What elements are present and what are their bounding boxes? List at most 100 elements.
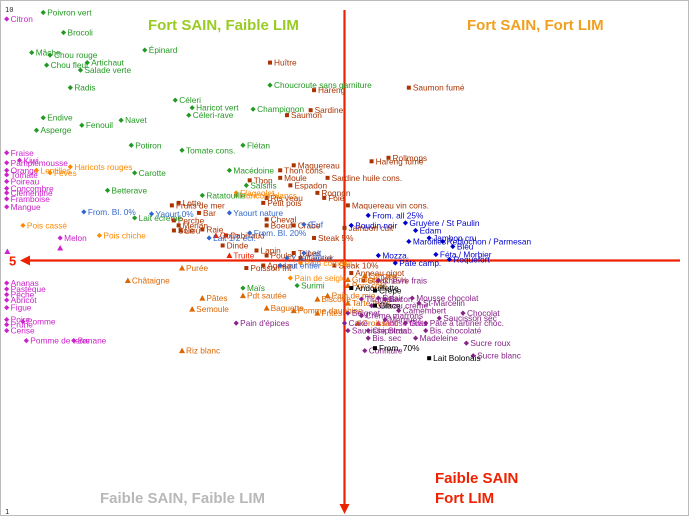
data-point-label: Andouillette (355, 283, 399, 293)
data-point-label: Foie (328, 193, 345, 203)
data-point (446, 256, 453, 263)
data-point-label: Potiron (135, 140, 162, 150)
data-point-label: Lotte (183, 198, 202, 208)
data-point (349, 286, 354, 291)
data-point (396, 308, 402, 314)
data-point (226, 167, 233, 173)
data-point-label: Sardine (315, 105, 344, 115)
data-point (277, 262, 283, 269)
data-point (427, 356, 432, 361)
data-point-label: Salade verte (84, 65, 131, 75)
data-point-label: Cake (349, 318, 369, 328)
data-point-label: Perche (178, 215, 205, 225)
data-point-label: Pois cassé (27, 220, 68, 230)
data-point-label: Framboise (11, 194, 51, 204)
data-point-label: From. Bl. 0% (88, 207, 137, 217)
data-point (179, 265, 186, 271)
data-point-label: Crêpe (379, 286, 402, 296)
data-point-label: Haricot vert (196, 103, 239, 113)
data-point (206, 235, 212, 241)
data-point-label: Mangue (11, 202, 41, 212)
data-point-label: Surimi (301, 281, 325, 291)
data-point (416, 300, 422, 306)
data-point (382, 296, 388, 302)
data-point (450, 243, 456, 250)
data-point-label: Saumon (291, 110, 322, 120)
data-point (4, 167, 10, 173)
data-point (345, 203, 350, 208)
data-point-label: Gâteau crème (376, 301, 429, 311)
data-point (365, 335, 371, 341)
data-point-label: Clémentine (11, 188, 53, 198)
data-point (369, 159, 374, 164)
data-point-label: Asperge (40, 125, 71, 135)
data-point-label: Baguette (271, 303, 305, 313)
data-point-label: Salsifis (250, 180, 276, 190)
data-point-label: Pêche (11, 290, 35, 300)
data-point (247, 178, 252, 183)
data-point (132, 215, 138, 221)
data-point-label: Éclair (382, 293, 403, 303)
data-point (16, 157, 23, 163)
data-point-label: Brocoli (68, 28, 94, 38)
data-point (355, 320, 362, 326)
data-point (315, 190, 320, 195)
vertical-axis-arrow (339, 504, 350, 514)
data-point (67, 164, 73, 170)
data-point (301, 221, 307, 228)
data-point (4, 280, 10, 286)
data-point-label: Steak 5% (318, 233, 354, 243)
data-point-label: Pdt sautée (247, 291, 287, 301)
data-point (412, 227, 419, 234)
data-point (406, 85, 411, 90)
data-point (128, 142, 134, 148)
data-point-label: Riz blanc (186, 346, 220, 356)
data-point-label: Lait entier (284, 261, 321, 271)
data-point (372, 303, 377, 308)
data-point (294, 282, 300, 289)
data-point-label: Chocolat (467, 308, 500, 318)
data-point (4, 150, 10, 156)
data-point-label: Pain complet (304, 258, 353, 268)
data-point-label: Steak 15% (367, 276, 408, 286)
data-point (288, 183, 293, 188)
data-point (4, 304, 10, 311)
data-point (212, 232, 219, 238)
data-point (118, 117, 124, 123)
data-point-label: Gnocchi (352, 275, 383, 285)
data-point (199, 192, 205, 198)
data-point-label: Ris veau (271, 193, 304, 203)
data-point-label: Bis. chocolaté (430, 326, 482, 336)
data-point (324, 292, 331, 299)
quadrant-title-bottom-right-line2: Fort LIM (435, 490, 494, 507)
data-point-label: Melon (64, 233, 87, 243)
data-point (243, 182, 249, 188)
data-point-label: Citron (11, 14, 34, 24)
data-point (402, 220, 409, 226)
data-point-label: Lait écrémé (139, 213, 183, 223)
data-point (20, 319, 26, 325)
data-point-label: Beignet (352, 308, 381, 318)
data-point-label: Concombre (11, 183, 54, 193)
quadrant-title-bottom-right-line1: Faible SAIN (435, 470, 518, 487)
data-point (20, 222, 26, 229)
data-point-label: Poisson frit (250, 263, 292, 273)
data-point-label: Bleu (457, 241, 474, 251)
data-point (176, 223, 181, 228)
data-point-label: Banane (78, 336, 107, 346)
data-point (171, 228, 176, 233)
data-point (4, 322, 10, 328)
data-point (278, 168, 283, 173)
data-point (224, 233, 229, 238)
data-point-label: Mâche (36, 48, 61, 58)
data-point (57, 235, 63, 241)
data-point-label: Moule (284, 173, 307, 183)
data-point (176, 200, 181, 205)
data-point (361, 272, 368, 279)
data-point-label: Confiture (369, 346, 403, 356)
data-point-label: Espadon (294, 180, 327, 190)
data-point-label: Frites (321, 308, 342, 318)
data-point (4, 297, 10, 303)
data-point (375, 295, 381, 301)
data-point-label: Prune (11, 320, 34, 330)
